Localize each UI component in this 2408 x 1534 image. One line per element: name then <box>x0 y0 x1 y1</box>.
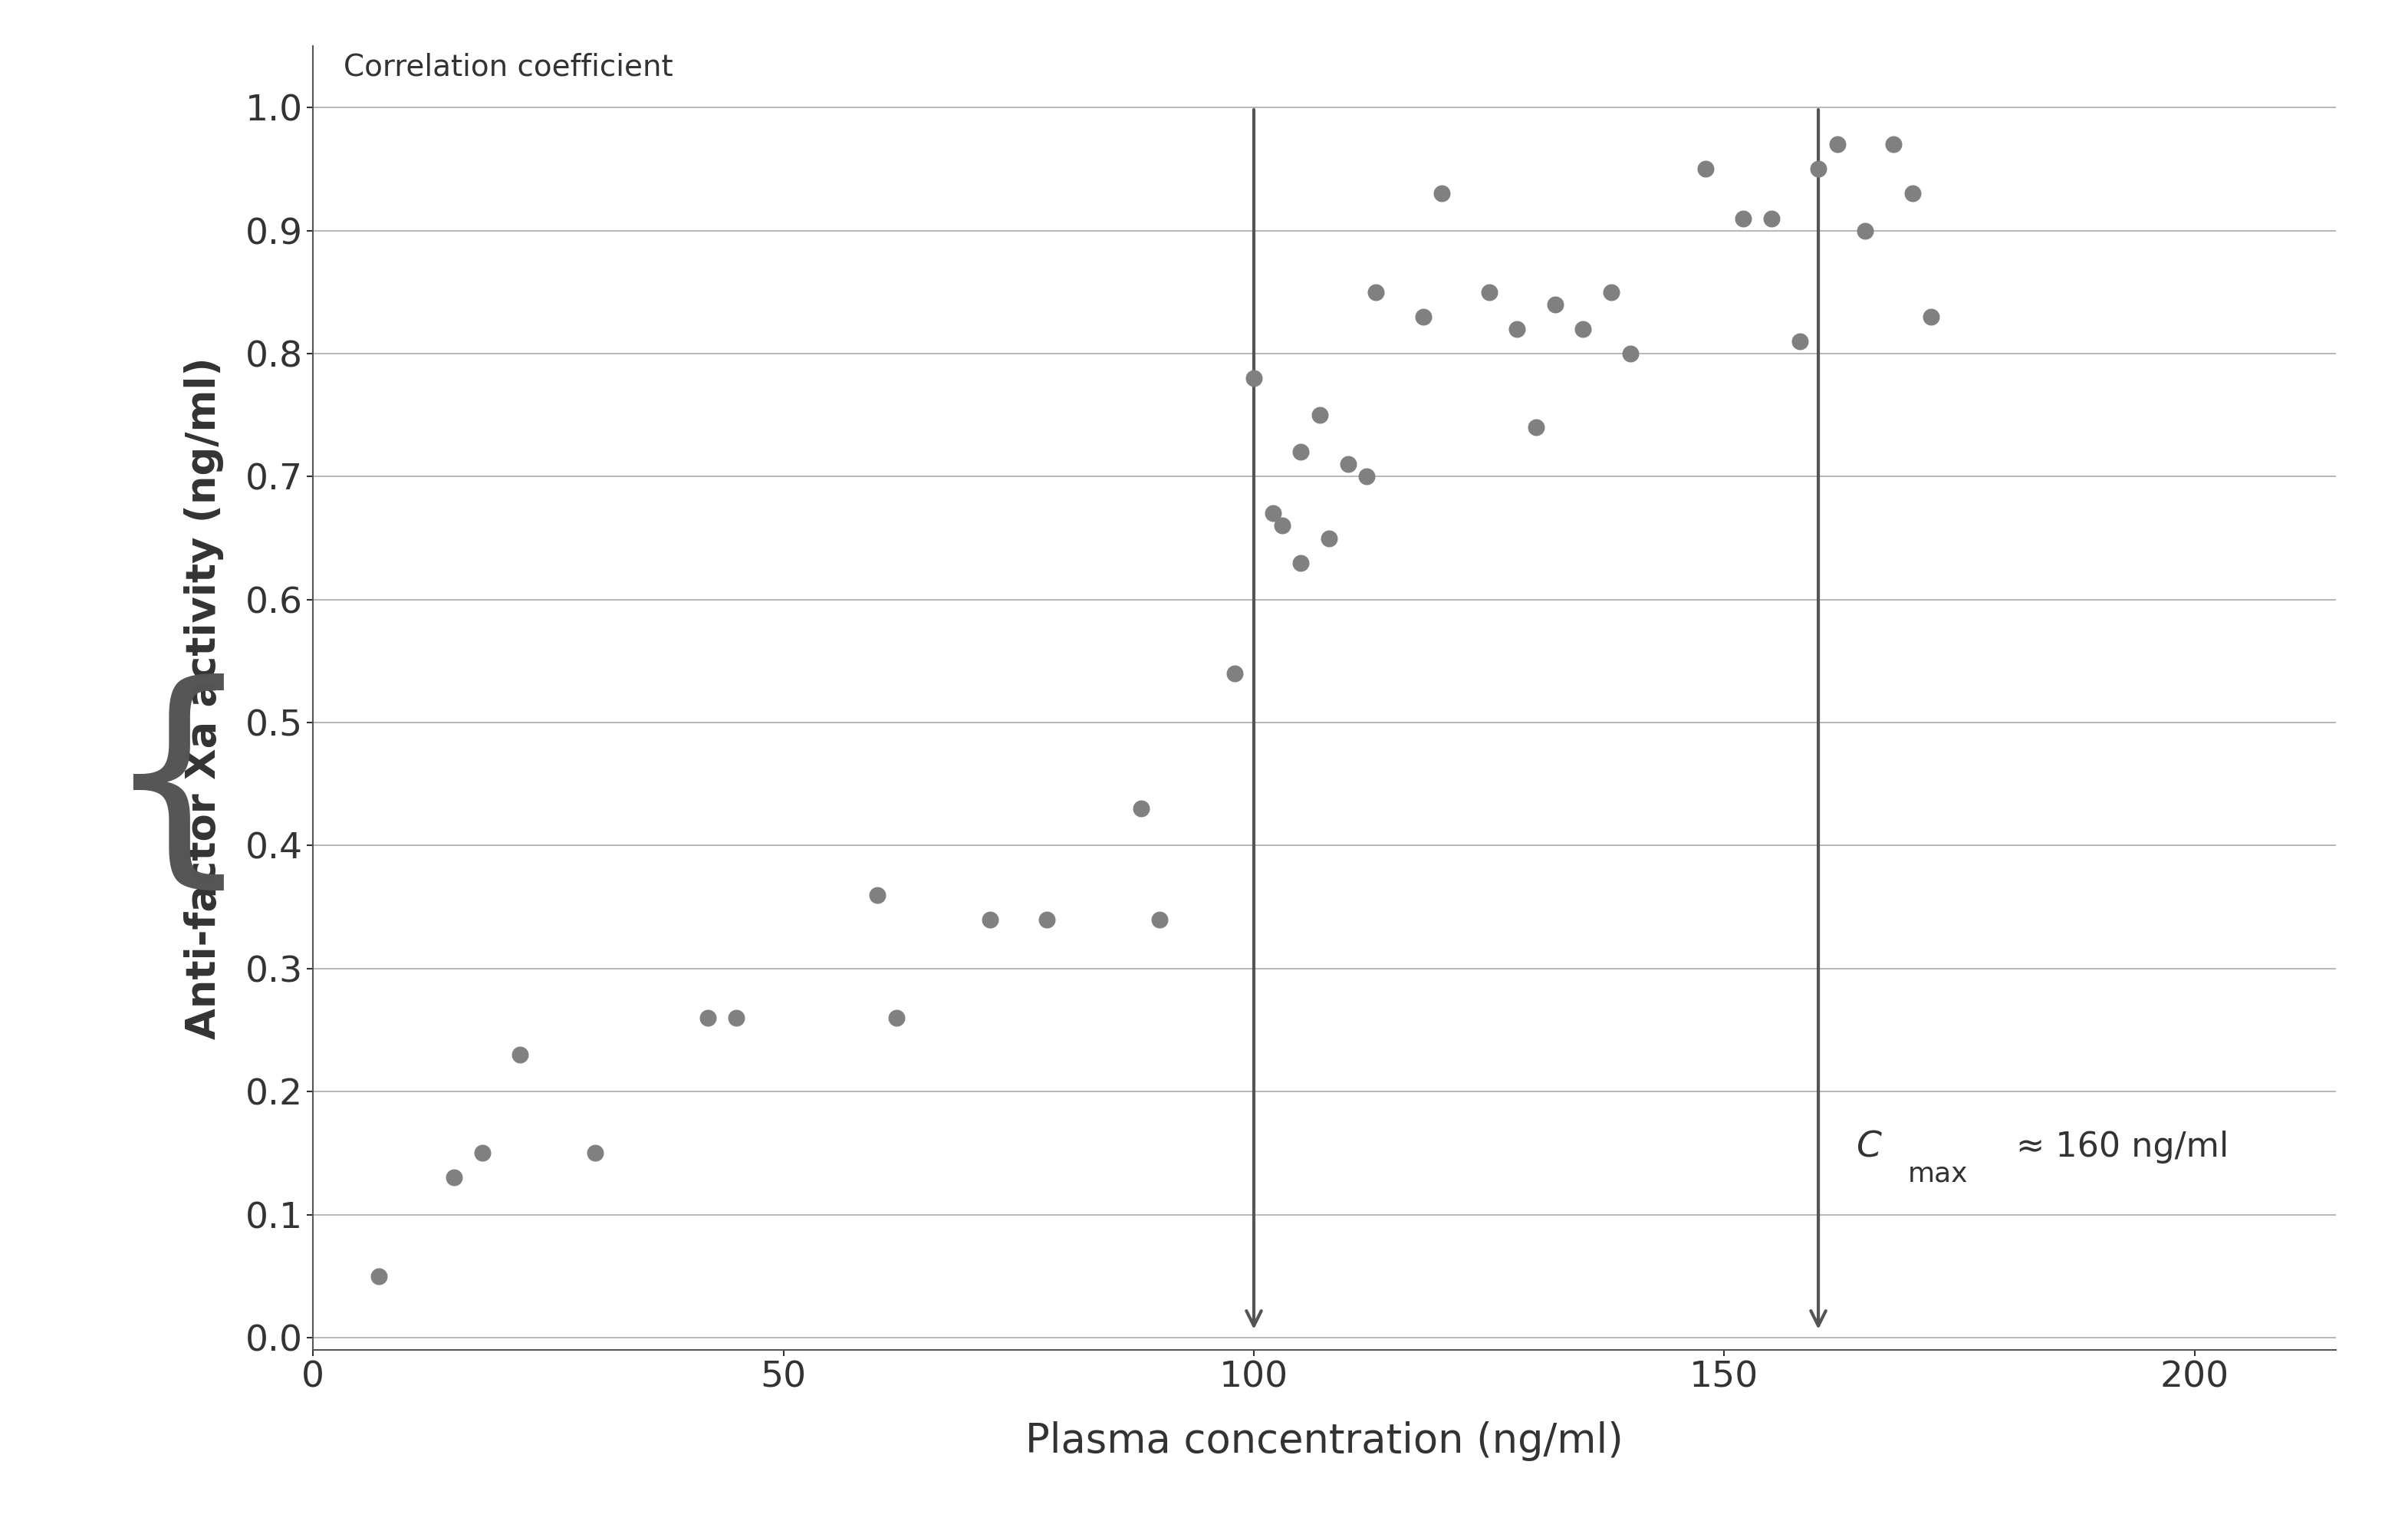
Point <box>1141 907 1180 931</box>
Point <box>1329 453 1368 477</box>
Point <box>1028 907 1067 931</box>
Point <box>1404 304 1442 328</box>
Point <box>1799 156 1837 181</box>
Point <box>1724 206 1763 230</box>
Point <box>1780 328 1818 353</box>
Point <box>1281 440 1320 465</box>
Point <box>436 1166 474 1190</box>
Text: }: } <box>46 661 195 888</box>
Point <box>1686 156 1724 181</box>
Point <box>1498 316 1536 341</box>
Point <box>877 1005 915 1029</box>
Point <box>1235 367 1274 391</box>
Point <box>1893 181 1931 206</box>
Point <box>1310 526 1348 551</box>
Point <box>1262 514 1300 538</box>
Point <box>1423 181 1462 206</box>
Point <box>1753 206 1792 230</box>
Y-axis label: Anti-factor Xa activity (ng/ml): Anti-factor Xa activity (ng/ml) <box>183 357 224 1039</box>
Point <box>1517 416 1556 440</box>
Point <box>1348 465 1387 489</box>
Point <box>1536 291 1575 316</box>
Point <box>1255 502 1293 526</box>
Point <box>1611 341 1649 365</box>
Point <box>970 907 1009 931</box>
Text: Correlation coefficient: Correlation coefficient <box>344 52 672 81</box>
Point <box>576 1141 614 1166</box>
Point <box>462 1141 501 1166</box>
Point <box>1122 796 1161 821</box>
Point <box>689 1005 727 1029</box>
Point <box>1818 132 1857 156</box>
Text: max: max <box>1907 1161 1967 1187</box>
Point <box>1847 218 1885 242</box>
Point <box>1300 403 1339 428</box>
Point <box>1592 279 1630 304</box>
Text: ≈ 160 ng/ml: ≈ 160 ng/ml <box>2015 1131 2227 1163</box>
Point <box>1356 279 1394 304</box>
Point <box>718 1005 756 1029</box>
Point <box>359 1264 397 1289</box>
Point <box>1469 279 1507 304</box>
Point <box>857 882 896 907</box>
Point <box>1216 661 1255 686</box>
Point <box>501 1043 539 1068</box>
Text: $C$: $C$ <box>1857 1129 1883 1164</box>
Point <box>1873 132 1912 156</box>
Point <box>1912 304 1950 328</box>
Point <box>1563 316 1601 341</box>
X-axis label: Plasma concentration (ng/ml): Plasma concentration (ng/ml) <box>1026 1420 1623 1460</box>
Point <box>1281 551 1320 575</box>
